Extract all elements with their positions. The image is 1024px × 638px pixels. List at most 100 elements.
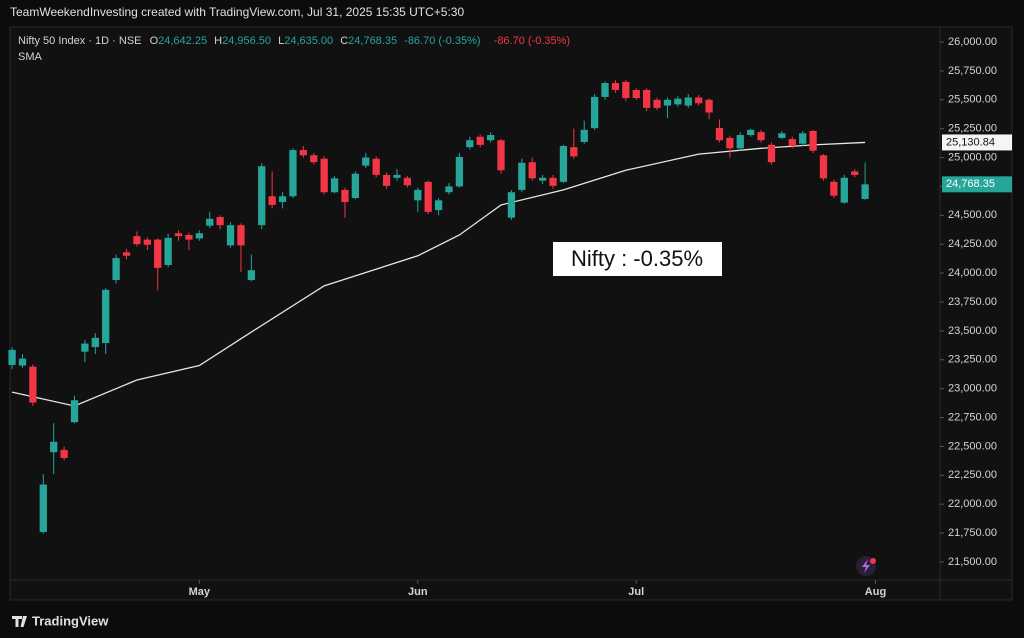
candle-body [206,218,214,226]
candle-body [70,400,79,423]
candle-body [154,239,162,268]
h-value: 24,956.50 [222,35,271,47]
l-value: 24,635.00 [284,35,333,47]
candle-body [414,189,422,201]
alert-dot [870,558,876,564]
candle-body [164,237,172,266]
candle-body [258,166,266,226]
candle-body [799,133,807,144]
candle-body [102,289,110,344]
y-tick-label: 21,750.00 [948,527,997,539]
watermark: TeamWeekendInvesting created with Tradin… [10,5,464,19]
candle-body [653,99,661,108]
candle-body [18,358,27,366]
candle-body [549,177,557,186]
candle-body [611,83,620,90]
candle-body [757,132,765,141]
candle-body [632,89,640,99]
candle-body [570,147,578,157]
candle-body [747,129,755,136]
candle-body [643,89,651,108]
candle-body [466,140,474,148]
candle-body [726,137,734,149]
y-tick-label: 23,250.00 [948,354,997,366]
c: C [340,35,348,47]
c-value: 24,768.35 [348,35,397,47]
candle-body [39,484,47,532]
candle-body [674,98,682,105]
candle-body [351,173,360,199]
annotation: Nifty : -0.35% [571,246,703,271]
y-tick-label: 22,500.00 [948,440,997,452]
y-tick-label: 22,000.00 [948,498,997,510]
y-tick-label: 23,750.00 [948,296,997,308]
brand: TradingView [32,613,109,628]
sma-legend: SMA [18,51,43,63]
candle-body [8,349,16,365]
candle-body [684,97,692,106]
candle-body [788,139,796,147]
candle-body [445,186,453,193]
candle-body [476,136,484,145]
candle-body [393,174,401,178]
candle-body [601,83,609,97]
candle-body [81,343,89,352]
sma-price-box [942,134,1012,151]
candle-body [299,150,307,156]
candle-body [310,155,318,163]
annotation-box [553,242,722,276]
candle-body [195,233,203,239]
candle-body [50,441,58,453]
change: -86.70 (-0.35%) [404,35,480,47]
candle-body [767,144,776,163]
candle-body [778,133,786,138]
candle-body [622,81,630,99]
candle-body [143,239,151,245]
x-tick-label: Jul [628,586,644,598]
l: L [278,35,284,47]
y-tick-label: 25,000.00 [948,151,997,163]
candle-body [809,130,817,151]
candle-body [247,270,255,281]
candle-body [91,337,99,348]
candle-body [289,150,297,197]
x-tick-label: May [189,586,211,598]
candle-body [705,99,713,113]
candle-body [819,155,828,179]
candle-body [840,177,848,203]
candle-body [590,96,599,129]
ohlc-header: Nifty 50 Index · 1D · NSE O24,642.25 H24… [18,35,570,47]
candle-body [278,196,287,203]
candle-body [559,146,568,182]
y-tick-label: 26,000.00 [948,36,997,48]
y-tick-label: 25,750.00 [948,65,997,77]
candle-body [715,128,724,141]
panel [9,26,1013,601]
candle-body [133,236,141,245]
candle-body [486,135,495,141]
candle-body [424,181,432,212]
candle-body [185,234,193,240]
candle-body [237,225,245,246]
candle-body [851,171,859,175]
y-tick-label: 23,000.00 [948,383,997,395]
candle-body [434,200,443,211]
y-tick-label: 22,750.00 [948,411,997,423]
y-tick-label: 24,000.00 [948,267,997,279]
candle-body [830,181,838,196]
candle-body [226,225,235,246]
change-red: -86.70 (-0.35%) [494,35,570,47]
candle-body [580,129,588,142]
candle-body [382,174,391,186]
sma-price-label: 25,130.84 [946,136,995,148]
close-price-label: 24,768.35 [946,178,995,190]
y-tick-label: 21,500.00 [948,556,997,568]
candle-body [403,177,412,186]
candle-body [736,135,744,149]
y-tick-label: 25,250.00 [948,123,997,135]
tv-logo [12,616,27,627]
candle-body [861,184,869,199]
candle-body [29,366,37,403]
y-tick-label: 25,500.00 [948,94,997,106]
candle-body [507,192,516,218]
